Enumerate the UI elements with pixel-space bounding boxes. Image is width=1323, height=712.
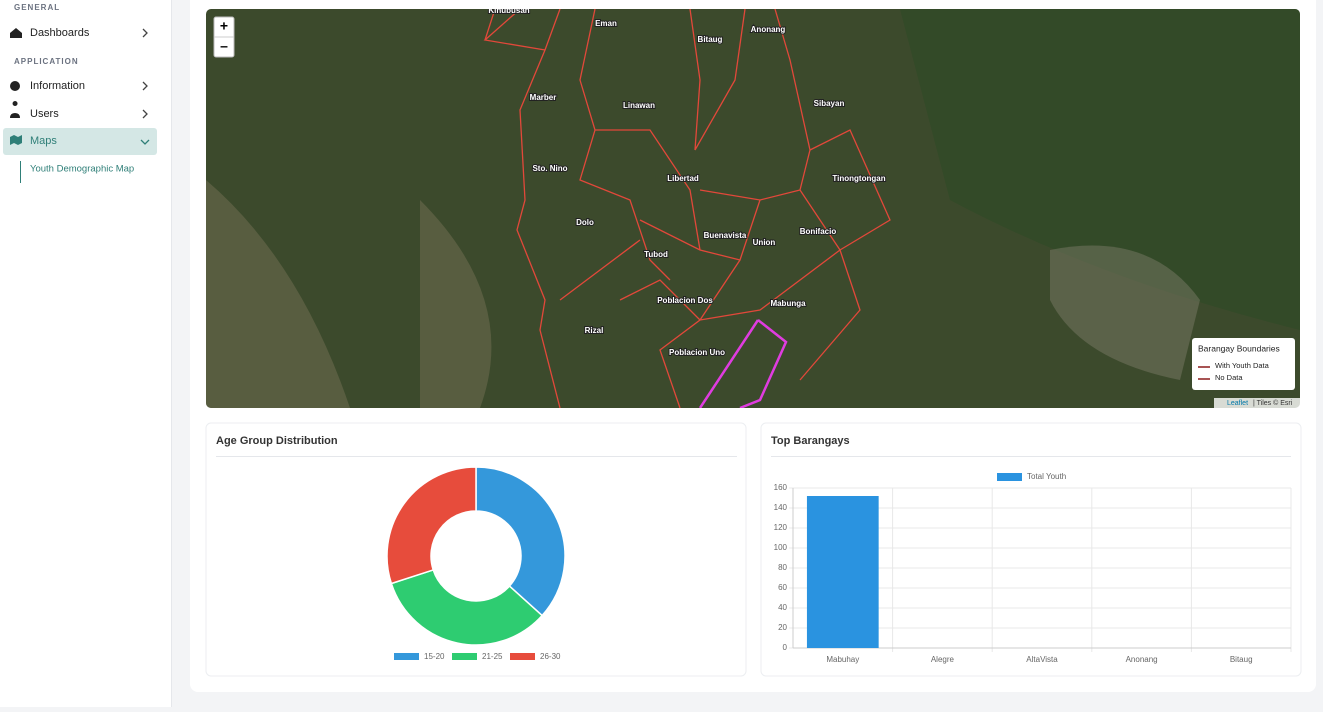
x-tick-label: AltaVista: [1026, 655, 1058, 664]
legend-swatch: [452, 653, 477, 660]
chevron: [142, 109, 148, 119]
icon: [10, 135, 22, 145]
y-tick-label: 60: [778, 583, 787, 592]
donut-slice: [386, 466, 477, 585]
nav-item[interactable]: Users: [30, 108, 59, 120]
icon: [10, 28, 22, 38]
attribution-link[interactable]: Leaflet: [1227, 400, 1248, 407]
y-tick-label: 0: [783, 643, 788, 652]
y-tick-label: 140: [774, 503, 788, 512]
terrain: [1050, 245, 1200, 380]
map-label: Anonang: [751, 25, 786, 34]
map-label: Eman: [595, 19, 617, 28]
legend-swatch: [394, 653, 419, 660]
map-label: Tinongtongan: [832, 174, 885, 183]
map-label: Linawan: [623, 101, 655, 110]
map-label: Poblacion Uno: [669, 348, 725, 357]
map-legend-title: Barangay Boundaries: [1198, 343, 1280, 353]
y-tick-label: 40: [778, 603, 787, 612]
legend-label: 15-20: [424, 652, 445, 661]
sidebar: [0, 0, 171, 707]
attribution: | Tiles © Esri: [1253, 399, 1293, 407]
legend-label: 26-30: [540, 652, 561, 661]
map-labels: Kinubusan Eman Bitaug Anonang Marber Linawan S…: [487, 6, 886, 358]
map-label: Mabunga: [770, 299, 806, 308]
nav-item[interactable]: Information: [30, 80, 85, 92]
map-label: Bonifacio: [800, 227, 837, 236]
map-label: Marber: [530, 93, 557, 102]
map-label: Sto. Nino: [532, 164, 567, 173]
terrain: [900, 9, 1300, 330]
terrain: [206, 180, 492, 408]
y-tick-label: 80: [778, 563, 787, 572]
map-label: Kinubusan: [488, 6, 529, 15]
y-tick-label: 20: [778, 623, 787, 632]
boundary: [483, 9, 891, 408]
zoom-out[interactable]: –: [220, 38, 228, 54]
map-legend-item: No Data: [1215, 373, 1243, 382]
map-legend: [1192, 338, 1295, 390]
legend-swatch: [510, 653, 535, 660]
donut-slice: [475, 466, 566, 617]
x-tick-label: Alegre: [931, 655, 955, 664]
zoom-in[interactable]: +: [220, 18, 228, 34]
map-label: Dolo: [576, 218, 594, 227]
section-heading: APPLICATION: [14, 57, 79, 66]
chart-title: Top Barangays: [771, 435, 850, 447]
map-label: Tubod: [644, 250, 668, 259]
map-label: Rizal: [585, 326, 604, 335]
donut-slice: [390, 568, 544, 646]
x-tick-label: Anonang: [1126, 655, 1158, 664]
attribution-bg: [1214, 398, 1300, 408]
section-heading: GENERAL: [14, 3, 60, 12]
y-tick-label: 100: [774, 543, 788, 552]
y-tick-label: 160: [774, 483, 788, 492]
icon: [10, 81, 20, 91]
map-label: Sibayan: [814, 99, 845, 108]
bar: [806, 496, 879, 648]
nav-item[interactable]: Maps: [30, 135, 57, 147]
map-label: Bitaug: [698, 35, 723, 44]
chart-card: [760, 422, 1302, 677]
sub-item[interactable]: Youth Demographic Map: [30, 164, 134, 175]
map[interactable]: Kinubusan Eman Bitaug Anonang Marber Linawan S…: [206, 6, 1300, 408]
active-item-bg: [3, 128, 157, 155]
legend-label: 21-25: [482, 652, 503, 661]
chevron: [142, 28, 148, 38]
icon: [10, 101, 20, 118]
map-label: Libertad: [667, 174, 699, 183]
nav-item[interactable]: Dashboards: [30, 27, 90, 39]
y-tick-label: 120: [774, 523, 788, 532]
chevron: [142, 81, 148, 91]
x-tick-label: Mabuhay: [826, 655, 859, 664]
map-label: Buenavista: [704, 231, 747, 240]
map-label: Poblacion Dos: [657, 296, 713, 305]
x-tick-label: Bitaug: [1230, 655, 1253, 664]
map-legend-item: With Youth Data: [1215, 361, 1270, 370]
chart-card: [205, 422, 747, 677]
chart-title: Age Group Distribution: [216, 435, 338, 447]
map-label: Union: [753, 238, 776, 247]
boundary-highlight: [698, 319, 788, 408]
chevron: [140, 139, 150, 145]
legend-label: Total Youth: [1027, 472, 1066, 481]
legend-swatch: [997, 473, 1022, 481]
